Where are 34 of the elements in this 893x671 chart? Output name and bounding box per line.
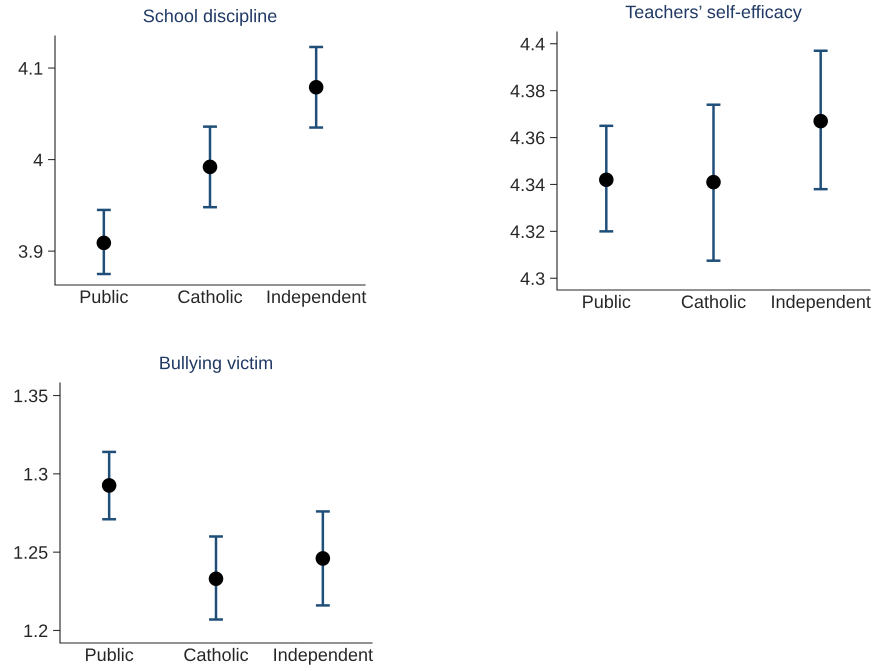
point (316, 551, 330, 566)
chart-title: Teachers’ self-efficacy (626, 5, 802, 22)
y-tick-label: 4 (34, 154, 43, 166)
x-tick-label: Catholic (184, 648, 248, 662)
point (599, 172, 614, 188)
point (308, 80, 324, 95)
x-tick-label: Independent (268, 290, 366, 307)
x-tick-label: Catholic (178, 290, 242, 304)
y-tick-label: 1.25 (14, 546, 48, 559)
y-tick-label: 4.36 (510, 131, 544, 144)
y-tick-label: 4.38 (510, 84, 544, 98)
point (208, 572, 224, 586)
chart-title: Bullying victim (160, 356, 272, 373)
x-tick-label: Independent (274, 648, 373, 665)
y-tick-label: 4.34 (510, 178, 545, 192)
y-tick-label: 3.9 (18, 245, 42, 258)
point (102, 478, 116, 493)
x-tick-label: Public (80, 290, 128, 304)
y-tick-label: 1.2 (24, 624, 48, 638)
x-tick-label: Public (583, 294, 630, 308)
y-tick-label: 1.35 (14, 389, 48, 402)
y-tick-label: 4.3 (520, 272, 544, 285)
point (706, 174, 721, 190)
y-tick-label: 1.3 (24, 468, 48, 481)
y-tick-label: 4.1 (18, 62, 42, 75)
point (202, 160, 218, 174)
y-tick-label: 4.4 (520, 38, 545, 50)
chart-title: School discipline (144, 9, 276, 26)
point (813, 114, 828, 128)
y-tick-label: 4.32 (510, 225, 544, 238)
x-tick-label: Independent (772, 294, 871, 312)
point (96, 236, 112, 250)
x-tick-label: Catholic (682, 294, 746, 308)
x-tick-label: Public (86, 648, 134, 662)
